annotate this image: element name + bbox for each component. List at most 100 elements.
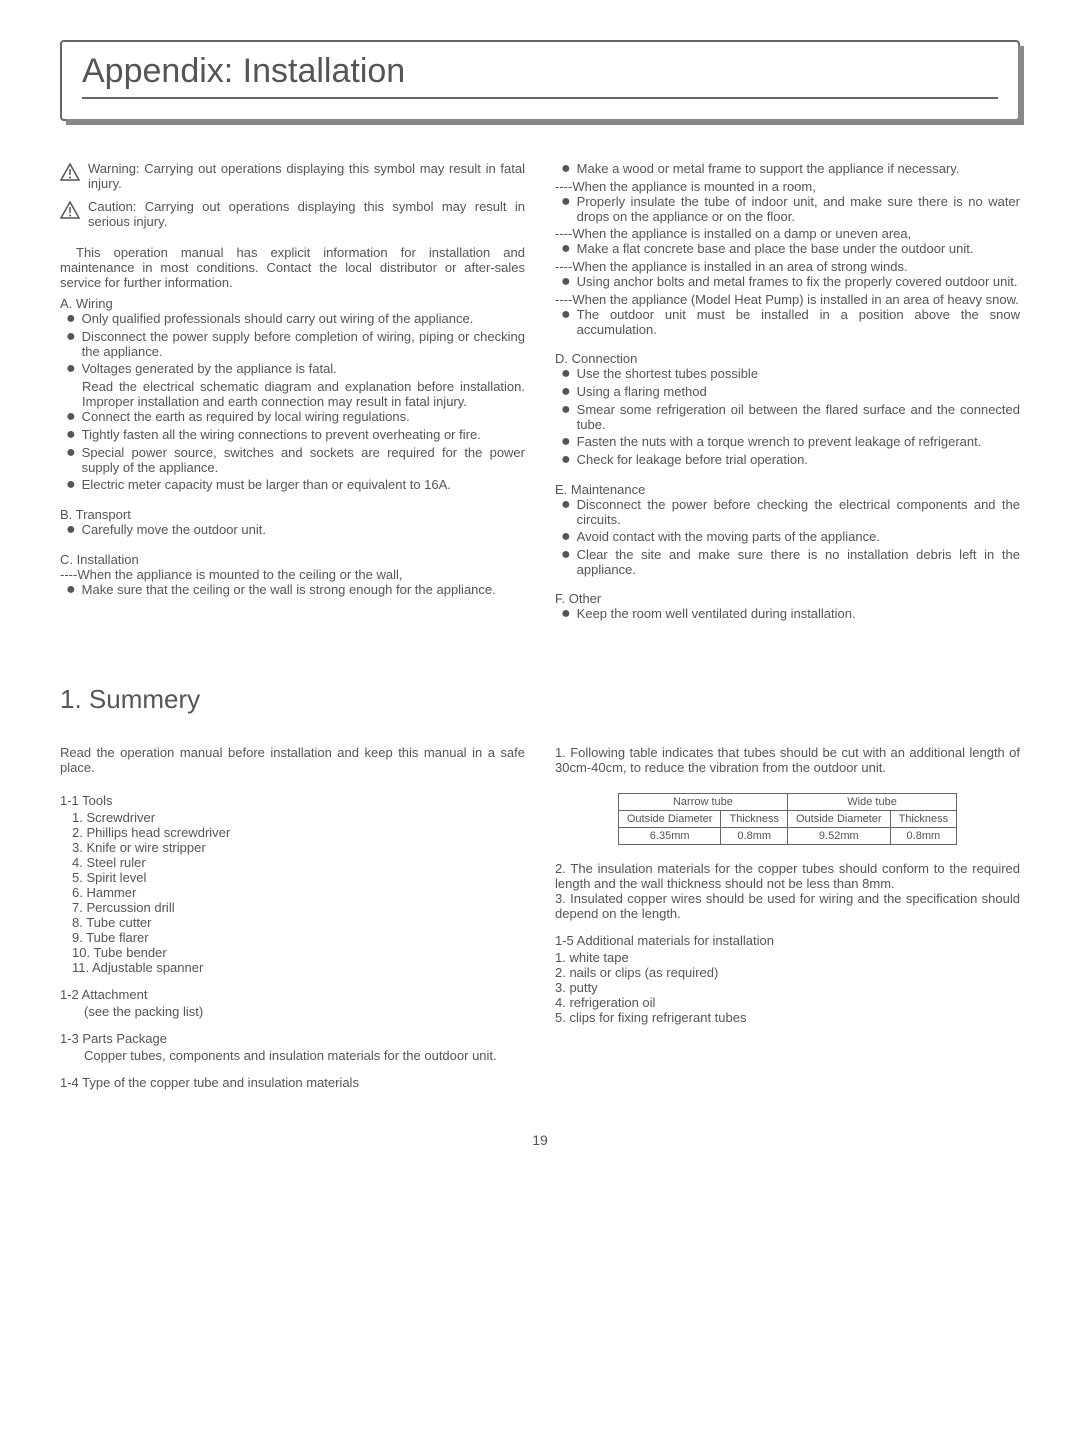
left-column: Warning: Carrying out operations display…: [60, 161, 525, 624]
caution-row: Caution: Carrying out operations display…: [60, 199, 525, 229]
table-intro: 1. Following table indicates that tubes …: [555, 745, 1020, 775]
bullet-item: ● Make a wood or metal frame to support t…: [555, 161, 1020, 177]
narrow-tube-header: Narrow tube: [618, 794, 787, 811]
attachment-heading: 1-2 Attachment: [60, 987, 525, 1002]
summery-left: Read the operation manual before install…: [60, 745, 525, 1092]
bullet-icon: ●: [561, 241, 571, 257]
bullet-item: ● Voltages generated by the appliance is …: [60, 361, 525, 377]
table-cell: 9.52mm: [788, 828, 891, 845]
header-underline: [82, 97, 998, 99]
bullet-icon: ●: [66, 329, 76, 345]
section-d-heading: D. Connection: [555, 351, 1020, 366]
bullet-icon: ●: [561, 434, 571, 450]
section-b-heading: B. Transport: [60, 507, 525, 522]
bullet-icon: ●: [66, 311, 76, 327]
bullet-icon: ●: [66, 477, 76, 493]
bullet-icon: ●: [561, 366, 571, 382]
bullet-text: Avoid contact with the moving parts of t…: [577, 529, 1020, 544]
bullet-text: Clear the site and make sure there is no…: [577, 547, 1020, 577]
wide-tube-header: Wide tube: [788, 794, 957, 811]
tool-item: 5. Spirit level: [72, 870, 525, 885]
bullet-item: ●Connect the earth as required by local …: [60, 409, 525, 425]
bullet-icon: ●: [561, 161, 571, 177]
bullet-item: ● Carefully move the outdoor unit.: [60, 522, 525, 538]
bullet-item: ●Check for leakage before trial operatio…: [555, 452, 1020, 468]
bullet-item: ● Tightly fasten all the wiring connectio…: [60, 427, 525, 443]
voltage-sub-paragraph: Read the electrical schematic diagram an…: [82, 379, 525, 409]
tool-item: 7. Percussion drill: [72, 900, 525, 915]
warning-text: Warning: Carrying out operations display…: [88, 161, 525, 191]
bullet-item: ●Fasten the nuts with a torque wrench to…: [555, 434, 1020, 450]
summery-content: Read the operation manual before install…: [60, 745, 1020, 1092]
bullet-icon: ●: [66, 409, 76, 425]
bullet-icon: ●: [66, 582, 76, 598]
attachment-text: (see the packing list): [84, 1004, 525, 1019]
tool-item: 10. Tube bender: [72, 945, 525, 960]
bullet-icon: ●: [66, 522, 76, 538]
bullet-text: Only qualified professionals should carr…: [82, 311, 525, 326]
bullet-text: Using a flaring method: [577, 384, 1020, 399]
bullet-text: The outdoor unit must be installed in a …: [577, 307, 1020, 337]
bullet-text: Make a flat concrete base and place the …: [577, 241, 1020, 256]
bullet-item: ● Use the shortest tubes possible: [555, 366, 1020, 382]
bullet-item: ●Keep the room well ventilated during in…: [555, 606, 1020, 622]
summery-right: 1. Following table indicates that tubes …: [555, 745, 1020, 1092]
bullet-item: ● Properly insulate the tube of indoor u…: [555, 194, 1020, 224]
bullet-text: Make a wood or metal frame to support th…: [577, 161, 1020, 176]
tool-item: 4. Steel ruler: [72, 855, 525, 870]
bullet-item: ● Using anchor bolts and metal frames to…: [555, 274, 1020, 290]
dash-item: ----When the appliance is mounted in a r…: [555, 179, 1020, 194]
table-cell: Thickness: [721, 811, 788, 828]
bullet-text: Check for leakage before trial operation…: [577, 452, 1020, 467]
bullet-icon: ●: [66, 445, 76, 461]
additional-item: 5. clips for fixing refrigerant tubes: [555, 1010, 1020, 1025]
dash-item: ----When the appliance is installed on a…: [555, 226, 1020, 241]
bullet-text: Disconnect the power supply before compl…: [82, 329, 525, 359]
bullet-text: Keep the room well ventilated during ins…: [577, 606, 1020, 621]
bullet-item: ● Electric meter capacity must be larger …: [60, 477, 525, 493]
bullet-icon: ●: [561, 497, 571, 513]
bullet-text: Smear some refrigeration oil between the…: [577, 402, 1020, 432]
table-cell: Thickness: [890, 811, 957, 828]
table-cell: 0.8mm: [890, 828, 957, 845]
right-column: ● Make a wood or metal frame to support t…: [555, 161, 1020, 624]
bullet-icon: ●: [66, 427, 76, 443]
additional-heading: 1-5 Additional materials for installatio…: [555, 933, 1020, 948]
parts-heading: 1-3 Parts Package: [60, 1031, 525, 1046]
type-heading: 1-4 Type of the copper tube and insulati…: [60, 1075, 525, 1090]
dash-item: ----When the appliance is installed in a…: [555, 259, 1020, 274]
additional-item: 4. refrigeration oil: [555, 995, 1020, 1010]
bullet-text: Voltages generated by the appliance is f…: [82, 361, 525, 376]
additional-item: 3. putty: [555, 980, 1020, 995]
bullet-text: Special power source, switches and socke…: [82, 445, 525, 475]
additional-item: 2. nails or clips (as required): [555, 965, 1020, 980]
additional-item: 1. white tape: [555, 950, 1020, 965]
bullet-item: ● The outdoor unit must be installed in a…: [555, 307, 1020, 337]
bullet-icon: ●: [561, 194, 571, 210]
tool-item: 6. Hammer: [72, 885, 525, 900]
bullet-icon: ●: [561, 547, 571, 563]
tools-heading: 1-1 Tools: [60, 793, 525, 808]
tool-item: 1. Screwdriver: [72, 810, 525, 825]
bullet-item: ●Disconnect the power before checking th…: [555, 497, 1020, 527]
bullet-icon: ●: [561, 307, 571, 323]
bullet-icon: ●: [66, 361, 76, 377]
caution-text: Caution: Carrying out operations display…: [88, 199, 525, 229]
bullet-text: Tightly fasten all the wiring connection…: [82, 427, 525, 442]
tool-item: 11. Adjustable spanner: [72, 960, 525, 975]
bullet-text: Use the shortest tubes possible: [577, 366, 1020, 381]
tube-table: Narrow tube Wide tube Outside Diameter T…: [618, 793, 957, 845]
table-cell: 0.8mm: [721, 828, 788, 845]
table-cell: Outside Diameter: [788, 811, 891, 828]
bullet-text: Electric meter capacity must be larger t…: [82, 477, 525, 492]
bullet-item: ● Special power source, switches and sock…: [60, 445, 525, 475]
dash-item: ----When the appliance (Model Heat Pump)…: [555, 292, 1020, 307]
main-content: Warning: Carrying out operations display…: [60, 161, 1020, 624]
tool-item: 9. Tube flarer: [72, 930, 525, 945]
section-e-heading: E. Maintenance: [555, 482, 1020, 497]
bullet-text: Carefully move the outdoor unit.: [82, 522, 525, 537]
bullet-item: ● Clear the site and make sure there is n…: [555, 547, 1020, 577]
summery-intro: Read the operation manual before install…: [60, 745, 525, 775]
warning-icon: [60, 163, 80, 181]
tool-item: 3. Knife or wire stripper: [72, 840, 525, 855]
